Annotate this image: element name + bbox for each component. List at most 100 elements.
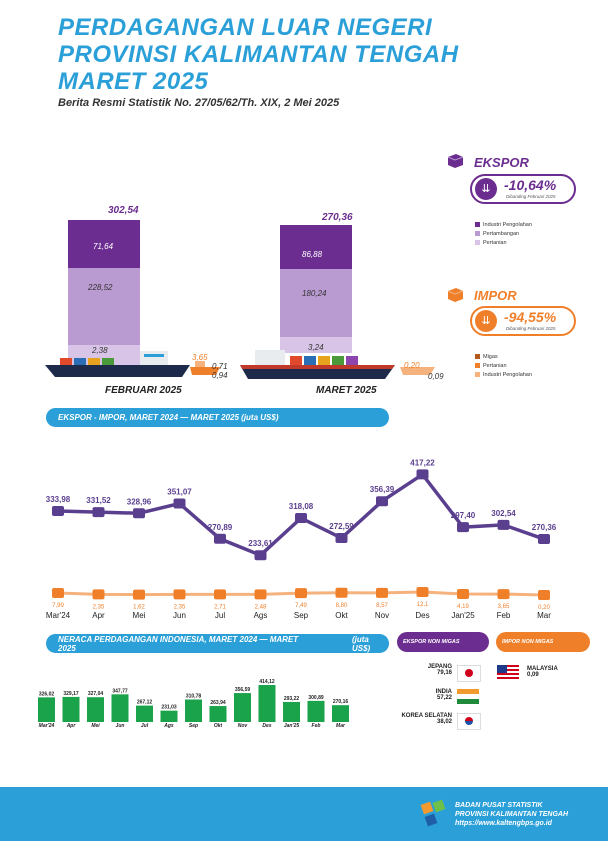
legend-migas: Migas <box>475 352 532 361</box>
partner-india: INDIA 57,22 <box>400 689 452 701</box>
ekspor-point <box>457 522 469 533</box>
impor-data-label: 0,20 <box>538 605 550 611</box>
x-tick-label: Mei <box>133 611 146 620</box>
impor-point <box>416 586 429 597</box>
impor-data-label: 8,80 <box>336 603 348 609</box>
feb-impor-lain-label: 0,94 <box>212 371 228 380</box>
neraca-x-tick: Jul <box>141 723 149 729</box>
ekspor-point <box>92 507 105 518</box>
ekspor-data-label: 272,59 <box>329 522 354 531</box>
neraca-bar <box>307 700 325 722</box>
footer-org: BADAN PUSAT STATISTIK PROVINSI KALIMANTA… <box>455 801 568 828</box>
neraca-data-label: 414,12 <box>259 679 275 685</box>
impor-point <box>52 588 64 599</box>
impor-point <box>133 589 145 600</box>
ship-feb-icon <box>45 351 190 377</box>
ekspor-data-label: 351,07 <box>167 488 192 497</box>
impor-point <box>295 588 307 599</box>
ekspor-box-icon <box>446 153 464 169</box>
ekspor-change-box: ⇊ -10,64% Dibanding Februari 2025 <box>470 174 576 204</box>
x-tick-label: Nov <box>375 611 389 620</box>
neraca-data-label: 356,59 <box>235 687 251 693</box>
neraca-bar <box>62 696 80 722</box>
neraca-data-label: 327,04 <box>88 691 104 697</box>
impor-point <box>214 589 226 600</box>
neraca-x-tick: Des <box>262 723 271 729</box>
section-ekspor-impor-header: EKSPOR - IMPOR, MARET 2024 — MARET 2025 … <box>46 408 389 427</box>
ekspor-data-label: 297,40 <box>451 511 476 520</box>
neraca-x-tick: Mar <box>336 723 346 729</box>
impor-point <box>254 589 267 600</box>
footer-url[interactable]: https://www.kaltengbps.go.id <box>455 820 552 827</box>
impor-point <box>538 589 550 600</box>
x-tick-label: Apr <box>92 611 105 620</box>
footer: BADAN PUSAT STATISTIK PROVINSI KALIMANTA… <box>0 787 608 841</box>
neraca-x-tick: Sep <box>189 723 198 729</box>
footer-org1: BADAN PUSAT STATISTIK <box>455 802 543 809</box>
title-line-2: PROVINSI KALIMANTAN TENGAH <box>58 41 459 68</box>
impor-nonmigas-header: IMPOR NON MIGAS <box>496 632 590 652</box>
impor-data-label: 7,49 <box>295 603 307 609</box>
ekspor-point <box>416 469 429 480</box>
x-tick-label: Jun <box>173 611 186 620</box>
impor-data-label: 1,62 <box>133 605 145 611</box>
impor-change-value: -94,55% <box>504 309 557 325</box>
x-tick-label: Feb <box>497 611 511 620</box>
feb-total-label: 302,54 <box>108 205 139 216</box>
ekspor-impor-line-chart: 333,98 331,52 328,96 351,07 270,89 233,61 318,… <box>46 458 557 620</box>
mar-pertanian-segment <box>280 337 352 353</box>
neraca-bar <box>111 694 129 722</box>
feb-impor-total-label: 3,65 <box>192 353 208 362</box>
x-tick-label: Jan'25 <box>451 611 475 620</box>
partner-value: 38,02 <box>436 719 452 725</box>
partner-korea: KOREA SELATAN 38,02 <box>390 713 452 725</box>
down-arrow-icon: ⇊ <box>475 178 497 200</box>
mar-total-label: 270,36 <box>322 212 353 223</box>
bps-logo-icon <box>420 799 446 827</box>
feb-pertambangan-label: 228,52 <box>88 283 113 292</box>
page-title: PERDAGANGAN LUAR NEGERI PROVINSI KALIMAN… <box>58 14 478 95</box>
ekspor-data-label: 328,96 <box>127 497 152 506</box>
feb-industri-label: 71,64 <box>93 242 114 251</box>
neraca-x-tick: Jan'25 <box>284 723 300 729</box>
neraca-data-label: 326,02 <box>39 691 55 697</box>
neraca-x-tick: Nov <box>238 723 249 729</box>
ekspor-change-note: Dibanding Februari 2025 <box>506 194 556 199</box>
ekspor-point <box>173 498 186 509</box>
ship-feb-impor-icon <box>190 361 220 375</box>
legend-impor-industri: Industri Pengolahan <box>475 370 532 379</box>
neraca-bar <box>136 705 153 722</box>
neraca-bar <box>332 705 349 722</box>
section-neraca-label: NERACA PERDAGANGAN INDONESIA, MARET 2024… <box>58 634 299 653</box>
ship-mar-impor-icon <box>400 367 435 375</box>
x-tick-label: Okt <box>335 611 348 620</box>
ekspor-change-value: -10,64% <box>504 177 557 193</box>
neraca-bar <box>160 710 178 722</box>
ekspor-point <box>335 533 348 544</box>
india-flag-icon <box>457 689 479 704</box>
mar-impor-lain-label: 0,09 <box>428 372 444 381</box>
impor-data-label: 2,35 <box>93 604 105 610</box>
ekspor-point <box>538 534 550 545</box>
impor-point <box>92 589 105 600</box>
legend-pertambangan: Pertambangan <box>475 229 532 238</box>
neraca-data-label: 347,77 <box>112 688 128 694</box>
mar-impor-total-label: 0,20 <box>404 361 420 370</box>
partner-value: 57,22 <box>436 695 452 701</box>
impor-data-label: 2,48 <box>255 604 267 610</box>
neraca-bar <box>209 706 227 722</box>
x-tick-label: Mar'24 <box>46 611 71 620</box>
ship-mar-icon <box>240 350 395 379</box>
ekspor-data-label: 331,52 <box>86 496 111 505</box>
ekspor-point <box>254 550 267 561</box>
legend-pertanian: Pertanian <box>475 238 532 247</box>
neraca-x-tick: Mei <box>91 723 100 729</box>
down-arrow-icon: ⇊ <box>475 310 497 332</box>
korea-flag-icon <box>457 713 481 730</box>
impor-point <box>173 589 186 600</box>
title-line-3: MARET 2025 <box>58 68 209 95</box>
impor-legend: Migas Pertanian Industri Pengolahan <box>475 352 532 379</box>
section-neraca-unit: (juta US$) <box>351 634 371 653</box>
neraca-bar <box>185 699 202 722</box>
feb-impor-migas-label: 0,71 <box>212 362 228 371</box>
